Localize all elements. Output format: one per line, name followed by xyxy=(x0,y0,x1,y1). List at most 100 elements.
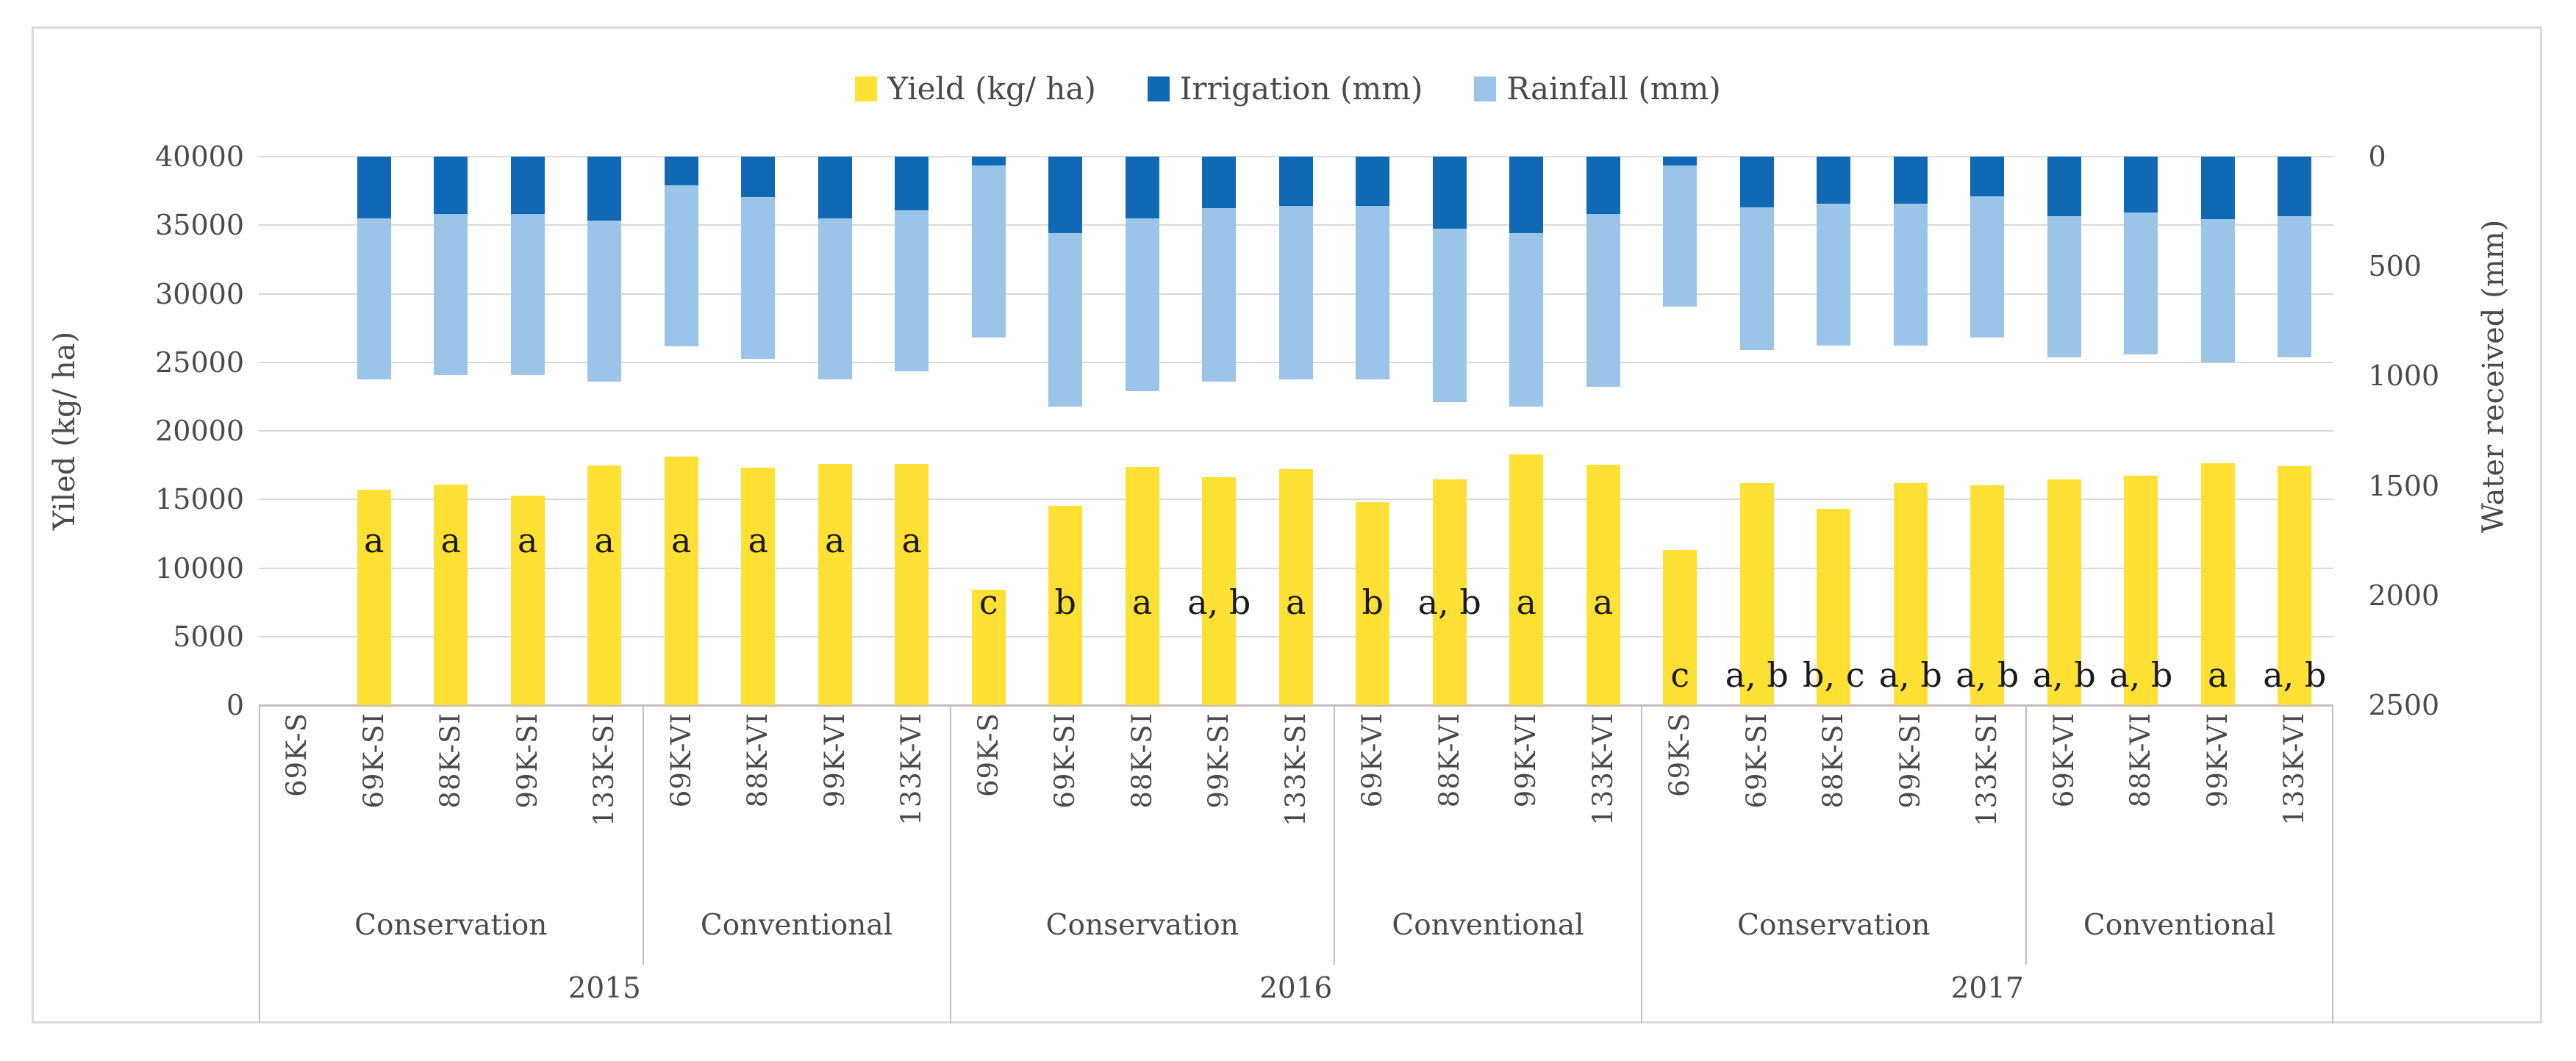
category-label-box: 88K-VI xyxy=(720,712,797,807)
legend-label-irrigation: Irrigation (mm) xyxy=(1179,71,1423,107)
figure-border xyxy=(32,26,2542,1024)
category-label: 99K-VI xyxy=(818,712,851,808)
legend-label-rainfall: Rainfall (mm) xyxy=(1506,71,1721,107)
treatment-group-label: Conventional xyxy=(2083,909,2276,942)
chart-legend: Yield (kg/ ha) Irrigation (mm) Rainfall … xyxy=(0,71,2576,107)
category-label-box: 69K-VI xyxy=(2026,712,2103,807)
category-label-box: 69K-S xyxy=(259,712,336,797)
significance-letter: b xyxy=(1362,582,1384,623)
category-label-box: 133K-VI xyxy=(2256,712,2333,826)
category-label: 133K-VI xyxy=(2278,712,2311,826)
left-axis-tick: 0 xyxy=(226,689,244,721)
significance-letter: a, b xyxy=(1725,654,1789,695)
rainfall-bar-segment xyxy=(2278,215,2312,358)
year-label: 2017 xyxy=(1950,972,2024,1005)
category-label: 69K-S xyxy=(1664,712,1696,797)
treatment-group-label: Conventional xyxy=(1392,909,1584,942)
irrigation-bar-segment xyxy=(2124,157,2158,213)
significance-letter: a xyxy=(2208,654,2228,695)
category-label-box: 99K-SI xyxy=(1181,712,1258,809)
irrigation-bar-segment xyxy=(357,157,391,218)
yield-bar xyxy=(1432,479,1467,705)
irrigation-bar-segment xyxy=(1432,157,1467,229)
irrigation-bar-segment xyxy=(1202,157,1237,209)
rainfall-bar-segment xyxy=(895,210,929,372)
irrigation-bar-segment xyxy=(510,157,545,214)
right-axis-tick: 2000 xyxy=(2368,579,2440,612)
rainfall-bar-segment xyxy=(1509,233,1544,407)
yield-bar xyxy=(1509,454,1544,705)
rainfall-bar-segment xyxy=(1125,218,1159,392)
treatment-divider xyxy=(1334,705,1335,965)
category-label-box: 133K-SI xyxy=(566,712,643,826)
irrigation-bar-segment xyxy=(1278,157,1313,207)
irrigation-bar-segment xyxy=(664,157,698,185)
category-label: 133K-VI xyxy=(1586,712,1619,826)
category-label: 88K-VI xyxy=(1433,712,1465,808)
category-label-box: 133K-SI xyxy=(1258,712,1335,826)
rainfall-bar-segment xyxy=(1970,196,2005,338)
yield-swatch-icon xyxy=(855,76,878,101)
axis-table-left-edge xyxy=(259,705,260,1024)
category-label: 133K-SI xyxy=(1971,712,2003,827)
left-axis-tick: 5000 xyxy=(173,620,244,653)
irrigation-bar-segment xyxy=(1663,157,1697,165)
rainfall-bar-segment xyxy=(1048,233,1083,407)
category-label-box: 99K-SI xyxy=(1872,712,1950,809)
category-label: 99K-SI xyxy=(1203,712,1235,809)
yield-bar xyxy=(1356,501,1390,705)
yield-bar xyxy=(357,490,391,705)
rainfall-bar-segment xyxy=(587,220,622,382)
rainfall-swatch-icon xyxy=(1474,76,1497,101)
year-divider xyxy=(949,705,951,1024)
category-label: 69K-VI xyxy=(2047,712,2080,808)
yield-bar xyxy=(1586,464,1620,705)
category-label: 69K-S xyxy=(281,712,313,797)
category-label: 133K-VI xyxy=(895,712,928,826)
irrigation-bar-segment xyxy=(817,157,852,218)
yield-bar xyxy=(1817,509,1851,705)
category-label-box: 88K-VI xyxy=(1412,712,1489,807)
category-label: 69K-S xyxy=(972,712,1004,797)
treatment-group-label: Conventional xyxy=(700,909,893,942)
irrigation-bar-segment xyxy=(2278,157,2312,216)
rainfall-bar-segment xyxy=(1432,229,1467,403)
rainfall-bar-segment xyxy=(434,213,468,375)
irrigation-bar-segment xyxy=(2200,157,2235,220)
significance-letter: a, b xyxy=(2032,654,2096,695)
yield-bar xyxy=(895,463,929,705)
rainfall-bar-segment xyxy=(2200,219,2235,363)
treatment-group-label: Conservation xyxy=(354,909,548,942)
significance-letter: a, b xyxy=(1187,582,1251,623)
yield-bar xyxy=(510,495,545,705)
yield-bar xyxy=(1202,477,1237,705)
category-label: 69K-VI xyxy=(665,712,697,808)
irrigation-bar-segment xyxy=(1356,157,1390,207)
rainfall-bar-segment xyxy=(817,218,852,379)
right-axis-tick: 500 xyxy=(2368,250,2422,283)
yield-bar xyxy=(971,590,1006,705)
right-axis-tick: 2500 xyxy=(2368,689,2440,721)
category-label-box: 99K-VI xyxy=(797,712,874,807)
irrigation-bar-segment xyxy=(1125,157,1159,218)
significance-letter: a xyxy=(671,521,692,561)
left-axis-tick: 15000 xyxy=(155,483,244,516)
significance-letter: a, b xyxy=(2109,654,2173,695)
category-label: 69K-SI xyxy=(1740,712,1772,809)
category-label-box: 99K-VI xyxy=(1488,712,1565,807)
category-label-box: 133K-VI xyxy=(873,712,951,826)
left-axis-tick: 25000 xyxy=(155,346,244,379)
yield-bar xyxy=(1970,485,2005,705)
treatment-group-label: Conservation xyxy=(1737,909,1931,942)
rainfall-bar-segment xyxy=(664,185,698,347)
irrigation-bar-segment xyxy=(1970,157,2005,196)
right-axis-tick: 1500 xyxy=(2368,469,2440,502)
rainfall-bar-segment xyxy=(1586,213,1620,387)
category-label: 99K-VI xyxy=(1510,712,1542,808)
irrigation-bar-segment xyxy=(971,157,1006,165)
category-label-box: 69K-S xyxy=(951,712,1028,797)
category-label-box: 69K-SI xyxy=(336,712,413,809)
category-label-box: 69K-VI xyxy=(643,712,720,807)
category-label: 88K-SI xyxy=(434,712,467,809)
